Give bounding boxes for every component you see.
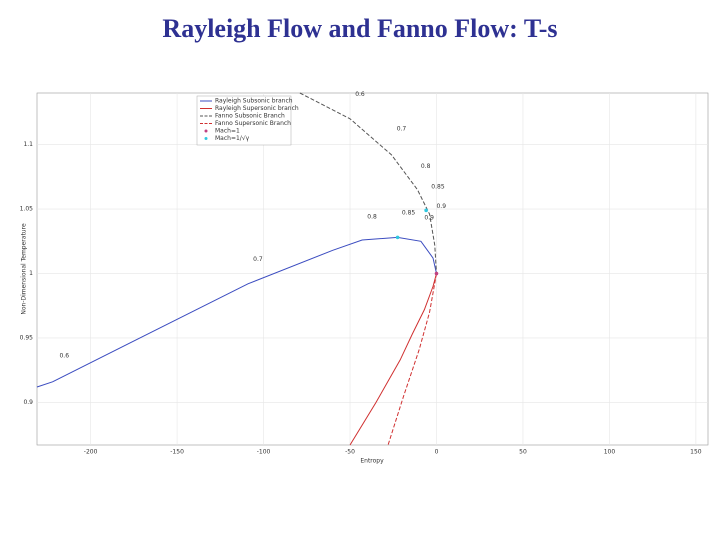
series-line	[36, 236, 437, 388]
y-tick-label: 0.9	[23, 399, 33, 406]
y-tick-label: 0.95	[20, 334, 34, 341]
x-tick-label: 0	[435, 449, 439, 456]
legend-label: Mach=1	[215, 128, 240, 135]
y-tick-label: 1	[29, 270, 33, 277]
legend-marker	[204, 137, 208, 140]
annotation: 0.7	[397, 126, 407, 133]
y-axis-label: Non-Dimensional Temperature	[21, 223, 28, 315]
x-tick-label: -50	[345, 449, 355, 456]
annotation: 0.7	[253, 256, 263, 263]
series-line	[299, 92, 437, 274]
annotation: 0.6	[59, 353, 69, 360]
x-tick-label: -150	[170, 449, 184, 456]
x-tick-label: 100	[604, 449, 616, 456]
marker	[395, 235, 400, 240]
annotation: 0.9	[436, 203, 446, 210]
annotation: 0.9	[424, 215, 434, 222]
y-tick-label: 1.05	[20, 206, 34, 213]
marker	[434, 271, 439, 276]
y-tick-label: 1.1	[23, 141, 33, 148]
marker	[424, 208, 428, 213]
legend-label: Fanno Subsonic Branch	[215, 113, 285, 120]
legend-box	[196, 95, 292, 146]
x-tick-label: -100	[257, 449, 271, 456]
x-tick-label: 150	[690, 449, 702, 456]
legend-label: Rayleigh Supersonic branch	[215, 105, 299, 112]
series-line	[387, 273, 437, 446]
annotation: 0.85	[431, 184, 445, 191]
annotation: 0.8	[421, 163, 431, 170]
legend-label: Mach=1/√γ	[215, 135, 250, 142]
annotation: 0.6	[355, 91, 365, 98]
x-axis-label: Entropy	[360, 458, 384, 465]
annotation: 0.85	[402, 209, 416, 216]
plot-area	[36, 92, 709, 446]
series-line	[349, 273, 437, 446]
x-tick-label: -200	[84, 449, 98, 456]
legend-label: Fanno Supersonic Branch	[215, 120, 291, 127]
legend-label: Rayleigh Subsonic branch	[215, 98, 293, 105]
x-tick-label: 50	[519, 449, 527, 456]
chart-title: Rayleigh Flow and Fanno Flow: T-s	[162, 14, 557, 43]
annotation: 0.8	[367, 213, 377, 220]
legend-marker	[204, 129, 208, 133]
